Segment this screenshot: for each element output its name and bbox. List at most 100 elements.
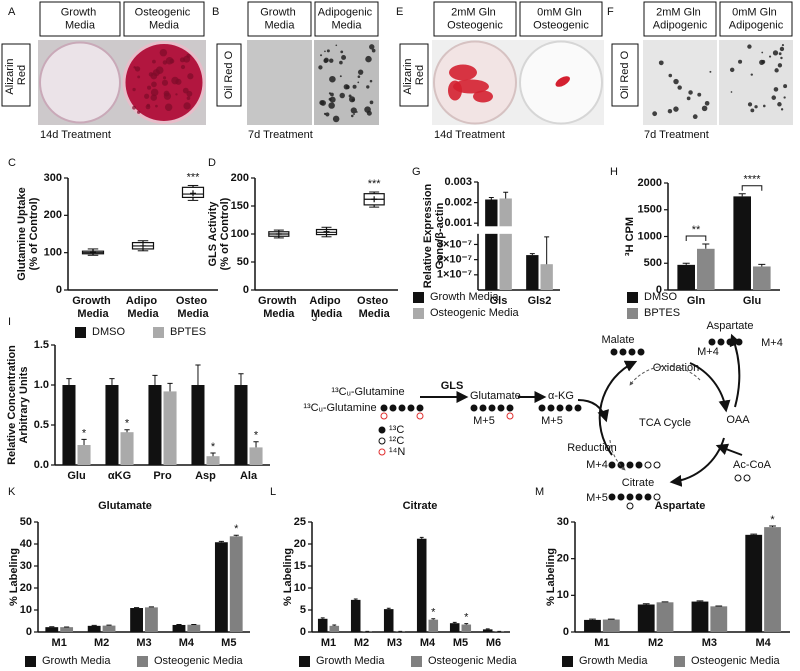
y-tick-label: 10 [20, 604, 32, 616]
bar [145, 607, 158, 632]
stain-spot [164, 103, 173, 111]
y-axis-label: ³H CPM [624, 217, 636, 256]
caption: 14d Treatment [434, 129, 505, 141]
error-bar [386, 607, 391, 610]
x-tick-label: Gls [490, 295, 508, 307]
metabolite: Glutamate [470, 390, 521, 402]
arrow [729, 333, 742, 408]
error-bar [642, 603, 650, 605]
significance: ** [692, 224, 701, 236]
carbon [717, 338, 725, 346]
carbon [619, 348, 627, 356]
error-bar [152, 374, 158, 385]
error-bar [464, 623, 469, 625]
y-tick-label: 15 [294, 560, 306, 572]
significance: **** [743, 174, 761, 186]
lipid-spot [369, 100, 374, 105]
carbon [635, 461, 643, 469]
stain-label: Alizarin Red [4, 55, 28, 94]
mean [140, 242, 146, 249]
stain-spot [132, 87, 136, 92]
mean [371, 196, 378, 203]
y-tick-label: 0.001 [444, 217, 472, 229]
error-bar [233, 534, 239, 537]
stain-spot [453, 79, 489, 94]
bar [87, 625, 101, 632]
carbon [626, 502, 634, 510]
error-bar [769, 525, 776, 528]
panel-letter: J [312, 312, 318, 324]
x-tick-label: M1 [321, 637, 336, 649]
x-tick-label: M3 [387, 637, 402, 649]
y-tick-label: 30 [20, 560, 32, 572]
bar [764, 527, 781, 632]
significance: * [234, 523, 239, 535]
arrow [689, 362, 731, 413]
bar [383, 609, 394, 632]
lipid-spot [747, 44, 752, 49]
error-bar [210, 452, 216, 457]
y-tick-label: 100 [44, 247, 62, 259]
y-tick-label: 1.5 [34, 339, 49, 351]
stain-spot [182, 87, 189, 94]
bar [234, 385, 248, 465]
bar [163, 391, 177, 465]
significance: * [82, 427, 87, 439]
caption: 7d Treatment [248, 129, 313, 141]
error-bar [503, 191, 509, 199]
y-axis-label: Relative Concentration [6, 345, 18, 465]
lipid-spot [761, 51, 764, 54]
y-tick-label: 150 [231, 200, 249, 212]
chart-title: Aspartate [655, 500, 706, 512]
lipid-spot [686, 96, 691, 101]
x-tick-label: M4 [420, 637, 436, 649]
carbon [626, 461, 634, 469]
lipid-spot [761, 59, 766, 64]
mean [190, 190, 196, 197]
y-tick-label: 10 [294, 582, 306, 594]
lipid-spot [701, 105, 708, 112]
lipid-spot [729, 67, 735, 73]
carbon [416, 412, 424, 420]
lipid-spot [772, 50, 779, 56]
stain-spot [150, 72, 158, 80]
lipid-spot [777, 63, 783, 68]
metabolite: OAA [726, 414, 750, 426]
bracket [685, 235, 707, 241]
bar [120, 432, 134, 465]
header-box [247, 1, 312, 37]
bar [350, 599, 361, 632]
mean [323, 228, 330, 235]
lipid-spot [778, 52, 782, 56]
legend-swatch [25, 656, 36, 667]
error-bar [431, 618, 436, 620]
lipid-spot [688, 90, 693, 95]
legend-swatch [627, 292, 638, 303]
y-tick-label: 0 [563, 626, 569, 638]
error-bar [696, 600, 704, 602]
bar [317, 618, 328, 632]
stain-label: Oil Red O [619, 50, 631, 99]
error-bar [529, 253, 535, 256]
y-tick-label: 2×10⁻⁷ [437, 254, 473, 266]
panel-letter: B [212, 6, 219, 18]
error-bar [81, 438, 87, 445]
reduction-arrow [609, 439, 626, 471]
stain-box [611, 43, 639, 107]
lipid-spot [673, 78, 679, 85]
carbon [574, 404, 582, 412]
header: 2mM Gln Adipogenic [653, 6, 708, 31]
significance: *** [187, 171, 201, 183]
y-tick-label: 0 [243, 284, 249, 296]
header-box [643, 1, 717, 37]
bar [691, 601, 709, 632]
panel-letter: H [610, 166, 618, 178]
x-tick-label: Glu [67, 470, 85, 482]
x-tick-label: M2 [648, 637, 663, 649]
y-tick-label: 500 [644, 257, 662, 269]
carbon [726, 338, 734, 346]
lipid-spot [340, 50, 344, 54]
y-axis-label: (% of Control) [28, 197, 40, 270]
lipid-spot [345, 85, 350, 90]
legend-label: DMSO [92, 326, 125, 338]
